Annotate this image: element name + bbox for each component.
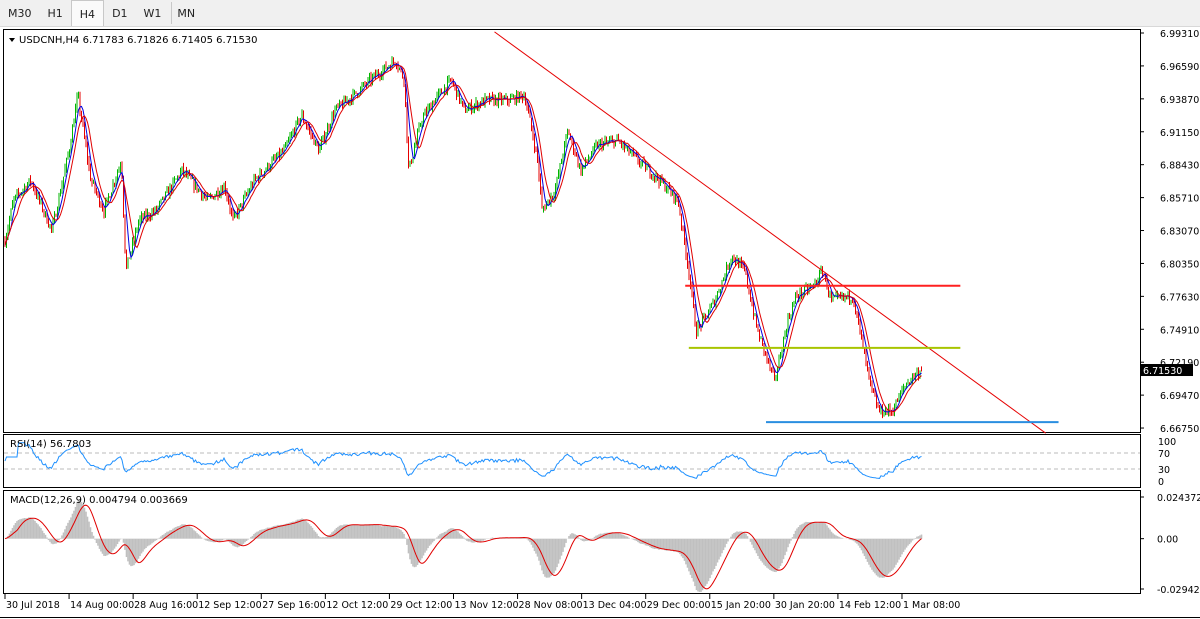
time-tick-label: 27 Sep 16:00	[262, 600, 325, 611]
tab-m30[interactable]: M30	[8, 7, 32, 20]
time-tick-label: 12 Oct 12:00	[326, 600, 388, 611]
time-tick-label: 13 Dec 04:00	[583, 600, 647, 611]
macd-panel[interactable]	[3, 490, 1141, 594]
current-price-label: 6.71530	[1143, 366, 1182, 377]
macd-tick-label: 0.024372	[1157, 493, 1200, 504]
price-tick-label: 6.72190	[1160, 358, 1199, 369]
rsi-line	[4, 442, 922, 479]
price-tick-label: 6.66750	[1160, 424, 1199, 435]
rsi-title: RSI(14) 56.7803	[10, 439, 91, 450]
time-tick-label: 15 Jan 20:00	[711, 600, 771, 611]
time-tick-label: 12 Sep 12:00	[198, 600, 261, 611]
time-tick-label: 28 Nov 08:00	[519, 600, 583, 611]
tab-h4[interactable]: H4	[70, 0, 105, 26]
rsi-tick-label: 100	[1158, 437, 1176, 448]
macd-signal-line	[4, 504, 922, 590]
timeframe-tabs: M30 H1 H4 D1 W1 MN	[0, 0, 1200, 27]
tab-h1[interactable]: H1	[47, 7, 63, 20]
time-tick-label: 29 Oct 12:00	[390, 600, 452, 611]
price-tick-label: 6.83070	[1160, 227, 1199, 238]
time-tick-label: 30 Jul 2018	[6, 600, 60, 611]
time-tick-label: 28 Aug 16:00	[134, 600, 198, 611]
macd-tick-label: 0.00	[1157, 535, 1178, 546]
macd-tick-label: -0.029423	[1157, 585, 1200, 596]
macd-title: MACD(12,26,9) 0.004794 0.003669	[10, 495, 188, 506]
tab-d1[interactable]: D1	[112, 7, 128, 20]
rsi-tick-label: 0	[1158, 477, 1164, 488]
time-tick-label: 13 Nov 12:00	[454, 600, 518, 611]
tabs-divider	[171, 2, 172, 24]
trendline[interactable]	[494, 31, 1047, 434]
time-tick-label: 30 Jan 20:00	[775, 600, 835, 611]
price-tick-label: 6.93870	[1160, 95, 1199, 106]
tab-w1[interactable]: W1	[143, 7, 162, 20]
price-tick-label: 6.85710	[1160, 194, 1199, 205]
price-panel[interactable]	[3, 29, 1141, 433]
price-tick-label: 6.80350	[1160, 259, 1199, 270]
price-tick-label: 6.91150	[1160, 128, 1199, 139]
rsi-tick-label: 30	[1158, 465, 1170, 476]
price-title: USDCNH,H4 6.71783 6.71826 6.71405 6.7153…	[19, 35, 258, 46]
collapse-triangle-icon[interactable]	[9, 38, 15, 42]
moving-average-line	[4, 63, 922, 413]
tab-mn[interactable]: MN	[177, 7, 196, 20]
price-tick-label: 6.96590	[1160, 62, 1199, 73]
rsi-tick-label: 70	[1158, 449, 1170, 460]
time-tick-label: 14 Feb 12:00	[839, 600, 901, 611]
time-tick-label: 1 Mar 08:00	[903, 600, 960, 611]
price-tick-label: 6.69470	[1160, 391, 1199, 402]
price-tick-label: 6.77630	[1160, 292, 1199, 303]
time-tick-label: 14 Aug 00:00	[70, 600, 134, 611]
price-tick-label: 6.88430	[1160, 161, 1199, 172]
moving-average-line	[4, 64, 922, 413]
price-tick-label: 6.99310	[1160, 29, 1199, 40]
price-tick-label: 6.74910	[1160, 325, 1199, 336]
time-tick-label: 29 Dec 00:00	[647, 600, 711, 611]
rsi-panel[interactable]	[3, 434, 1141, 488]
current-price-badge	[1141, 364, 1193, 377]
